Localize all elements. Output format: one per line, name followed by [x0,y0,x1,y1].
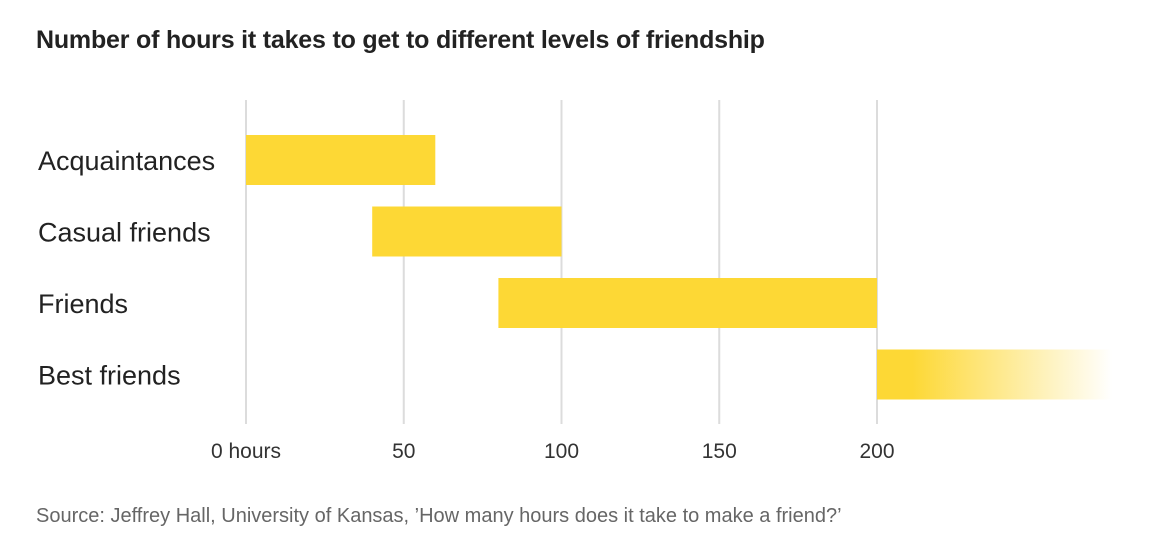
bar-acquaintances [246,135,436,185]
category-label: Best friends [38,361,181,391]
bar-casual-friends [372,206,562,257]
category-label: Casual friends [38,218,211,248]
x-tick-labels: 0 hours 50 100 150 200 [211,440,895,463]
category-labels: Acquaintances Casual friends Friends Best f… [38,146,215,391]
x-tick-label: 150 [702,440,737,463]
chart-title: Number of hours it takes to get to diffe… [36,26,765,54]
bars [246,135,1112,400]
x-tick-label: 100 [544,440,579,463]
category-label: Friends [38,289,128,319]
bar-friends [498,278,877,328]
bar-best-friends [877,349,1112,400]
x-tick-label: 50 [392,440,415,463]
x-tick-label: 200 [859,440,894,463]
source-note: Source: Jeffrey Hall, University of Kans… [36,505,842,527]
category-label: Acquaintances [38,146,215,176]
x-tick-label: 0 hours [211,440,281,463]
